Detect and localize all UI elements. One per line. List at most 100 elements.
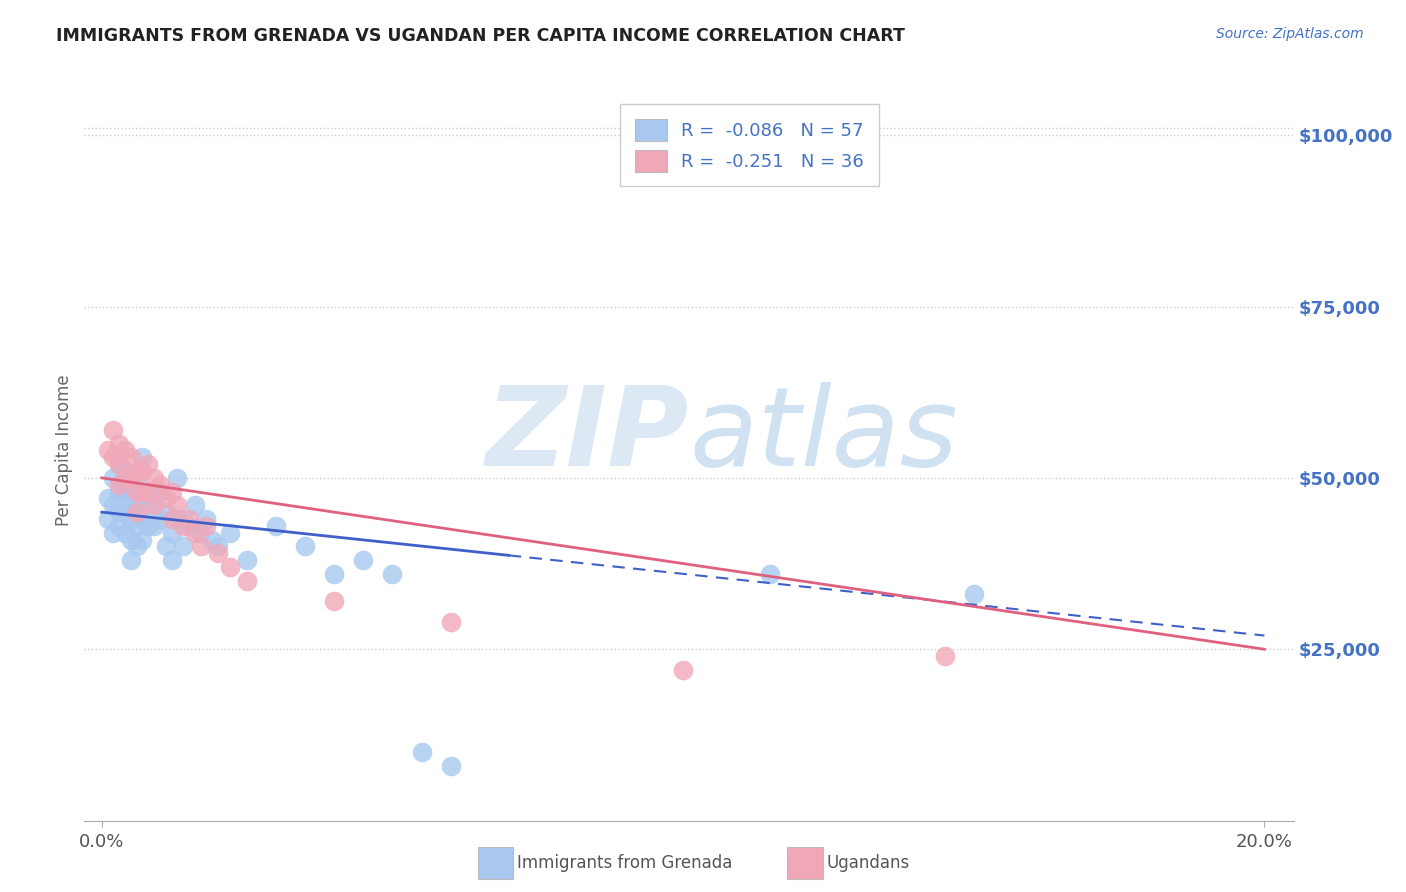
Point — [143, 519, 166, 533]
Point — [136, 484, 159, 499]
Point — [108, 436, 131, 450]
Point — [166, 512, 188, 526]
Point — [143, 471, 166, 485]
Point — [149, 477, 172, 491]
Point — [114, 464, 136, 478]
Point — [136, 519, 159, 533]
Point — [103, 498, 125, 512]
Point — [177, 512, 200, 526]
Point — [236, 553, 259, 567]
Point — [201, 533, 224, 547]
Point — [120, 471, 142, 485]
Point — [120, 533, 142, 547]
Point — [125, 505, 148, 519]
Point — [155, 540, 177, 554]
Point — [155, 505, 177, 519]
Point — [120, 553, 142, 567]
Point — [155, 491, 177, 506]
Point — [160, 553, 183, 567]
Point — [190, 525, 212, 540]
Legend: R =  -0.086   N = 57, R =  -0.251   N = 36: R = -0.086 N = 57, R = -0.251 N = 36 — [620, 104, 879, 186]
Point — [149, 484, 172, 499]
Point — [125, 540, 148, 554]
Point — [120, 450, 142, 465]
Point — [160, 484, 183, 499]
Point — [184, 525, 207, 540]
Point — [103, 423, 125, 437]
Point — [177, 519, 200, 533]
Point — [136, 498, 159, 512]
Point — [108, 457, 131, 471]
Point — [136, 457, 159, 471]
Point — [207, 540, 229, 554]
Point — [97, 491, 120, 506]
Text: Source: ZipAtlas.com: Source: ZipAtlas.com — [1216, 27, 1364, 41]
Point — [125, 519, 148, 533]
Point — [125, 484, 148, 499]
Point — [97, 512, 120, 526]
Y-axis label: Per Capita Income: Per Capita Income — [55, 375, 73, 526]
Point — [195, 519, 218, 533]
Point — [672, 663, 695, 677]
Point — [190, 540, 212, 554]
Point — [172, 512, 194, 526]
Point — [172, 519, 194, 533]
Point — [160, 525, 183, 540]
Point — [323, 566, 346, 581]
Point — [103, 471, 125, 485]
Point — [120, 491, 142, 506]
Point — [934, 649, 956, 664]
Point — [108, 505, 131, 519]
Point — [381, 566, 404, 581]
Point — [97, 443, 120, 458]
Point — [207, 546, 229, 560]
Point — [439, 615, 461, 629]
Point — [108, 477, 131, 491]
Point — [131, 484, 153, 499]
Point — [236, 574, 259, 588]
Point — [149, 512, 172, 526]
Point — [120, 512, 142, 526]
Point — [411, 745, 433, 759]
Point — [125, 464, 148, 478]
Text: IMMIGRANTS FROM GRENADA VS UGANDAN PER CAPITA INCOME CORRELATION CHART: IMMIGRANTS FROM GRENADA VS UGANDAN PER C… — [56, 27, 905, 45]
Point — [184, 498, 207, 512]
Point — [131, 533, 153, 547]
Point — [114, 484, 136, 499]
Point — [264, 519, 287, 533]
Point — [323, 594, 346, 608]
Point — [294, 540, 316, 554]
Point — [160, 512, 183, 526]
Point — [103, 525, 125, 540]
Point — [125, 477, 148, 491]
Point — [131, 450, 153, 465]
Point — [131, 484, 153, 499]
Point — [166, 471, 188, 485]
Point — [143, 491, 166, 506]
Point — [172, 540, 194, 554]
Point — [195, 512, 218, 526]
Point — [108, 519, 131, 533]
Point — [352, 553, 374, 567]
Point — [131, 464, 153, 478]
Point — [114, 525, 136, 540]
Point — [131, 512, 153, 526]
Point — [114, 443, 136, 458]
Point — [108, 457, 131, 471]
Text: Immigrants from Grenada: Immigrants from Grenada — [517, 854, 733, 871]
Text: Ugandans: Ugandans — [827, 854, 910, 871]
Point — [439, 759, 461, 773]
Point — [120, 471, 142, 485]
Point — [114, 505, 136, 519]
Text: ZIP: ZIP — [485, 382, 689, 489]
Point — [108, 484, 131, 499]
Point — [103, 450, 125, 465]
Point — [166, 498, 188, 512]
Point — [759, 566, 782, 581]
Point — [218, 525, 240, 540]
Point — [114, 471, 136, 485]
Point — [963, 587, 986, 601]
Point — [125, 498, 148, 512]
Point — [143, 498, 166, 512]
Point — [218, 560, 240, 574]
